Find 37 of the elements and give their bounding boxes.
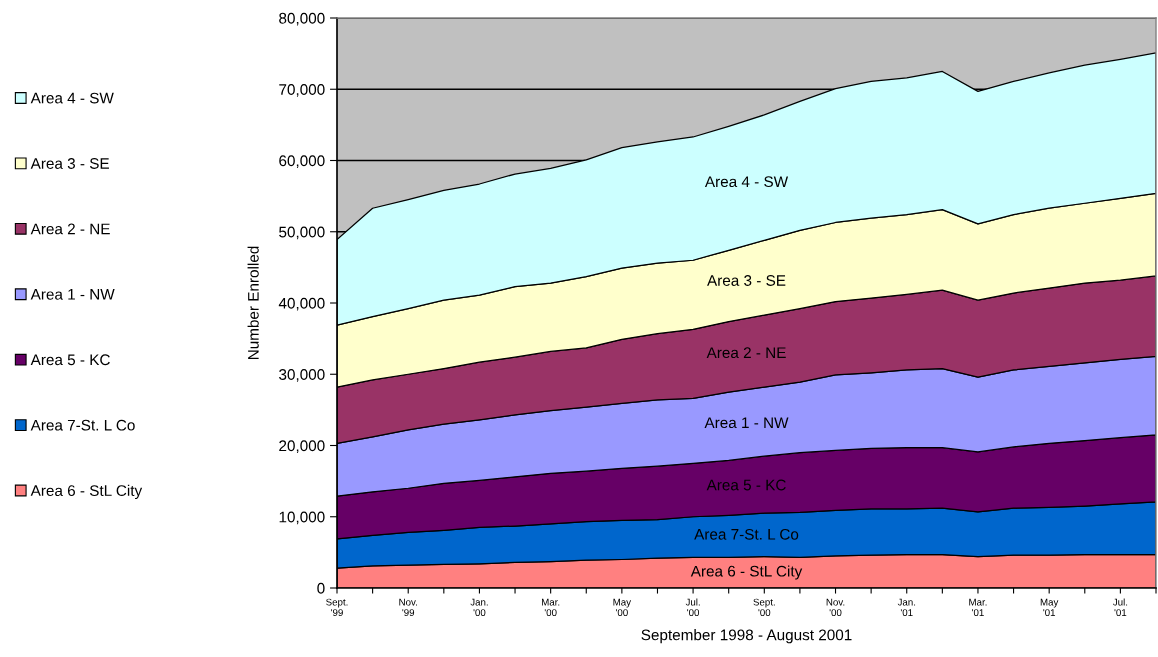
x-tick-label: May '00	[613, 598, 632, 617]
x-tick-label: Jul. '01	[1112, 598, 1128, 617]
y-tick-label: 30,000	[279, 369, 325, 382]
text: Area 3 - SE	[707, 275, 786, 286]
y-tick-label: 70,000	[279, 84, 325, 97]
legend-label: Area 2 - NE	[30, 223, 110, 235]
legend-label: Area 6 - StL City	[30, 484, 143, 500]
x-tick-label: Jul. '00	[685, 598, 700, 617]
x-tick-label: May '01	[1040, 598, 1059, 617]
text: Area 7-St. L Co	[694, 528, 799, 540]
x-tick-label: Nov. '00	[826, 598, 845, 617]
x-tick-label: Nov. '99	[399, 598, 417, 617]
text: Area 4 - SW	[704, 176, 789, 188]
legend-label: Area 1 - NW	[30, 289, 115, 300]
x-axis-title: September 1998 - August 2001	[641, 629, 852, 644]
y-tick-label: 50,000	[279, 226, 325, 240]
legend-label: Area 4 - SW	[30, 92, 114, 104]
legend-label: Area 5 - KC	[30, 354, 110, 366]
legend-label: Area 3 - SE	[30, 158, 109, 169]
x-tick-label: Mar. '00	[542, 598, 560, 617]
legend-label: Area 7-St. L Co	[30, 419, 135, 431]
text: Area 6 - StL City	[690, 565, 803, 580]
y-tick-label: 0	[317, 582, 325, 594]
x-tick-label: Jan. '00	[470, 598, 488, 617]
y-tick-label: 40,000	[278, 297, 325, 311]
y-axis-title: Number Enrolled	[247, 246, 259, 360]
y-tick-label: 10,000	[279, 511, 325, 525]
text: Area 1 - NW	[704, 417, 789, 429]
x-tick-label: Sept. '99	[326, 598, 348, 617]
x-tick-label: Mar. '01	[969, 598, 987, 617]
y-tick-label: 60,000	[279, 155, 325, 168]
y-tick-label: 20,000	[279, 440, 325, 453]
x-tick-label: Sept. '00	[753, 598, 775, 617]
text: Area 5 - KC	[706, 479, 786, 491]
text: Area 2 - NE	[706, 347, 786, 359]
x-tick-label: Jan. '01	[897, 598, 916, 617]
y-tick-label: 80,000	[279, 12, 325, 26]
